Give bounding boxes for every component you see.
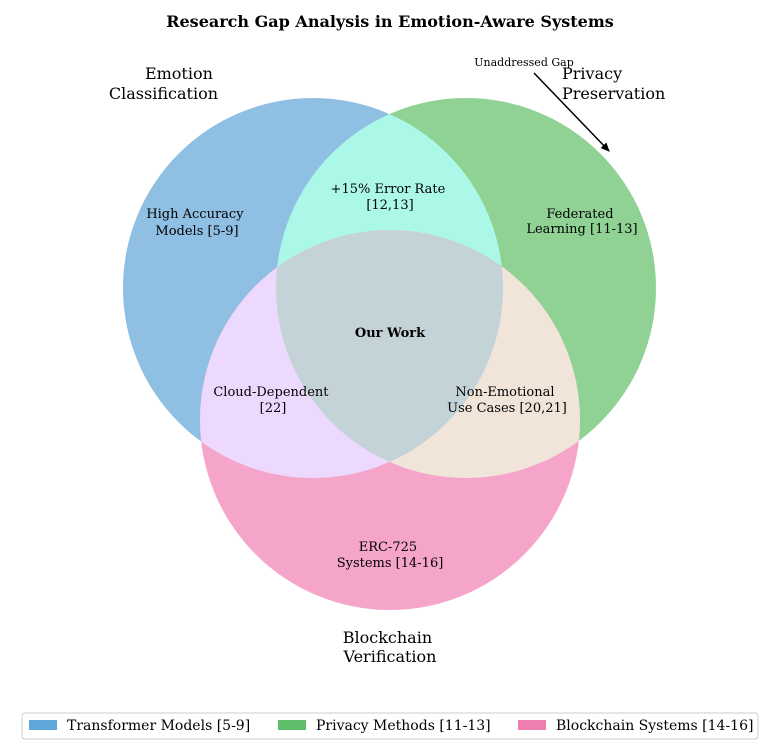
set-label-privacy: Privacy Preservation xyxy=(562,64,665,103)
region-label-emotion-privacy: +15% Error Rate [12,13] xyxy=(331,182,450,213)
region-label-blockchain-only: ERC-725 Systems [14-16] xyxy=(337,540,444,571)
region-label-emotion-blockchain: Cloud-Dependent [22] xyxy=(213,385,332,416)
legend: Transformer Models [5-9] Privacy Methods… xyxy=(21,712,759,740)
legend-frame xyxy=(21,712,759,740)
set-label-blockchain: Blockchain Verification xyxy=(343,628,438,666)
legend-swatch-transformer xyxy=(29,720,57,730)
region-label-center: Our Work xyxy=(355,326,426,341)
legend-label-transformer: Transformer Models [5-9] xyxy=(67,718,250,734)
region-label-emotion-only: High Accuracy Models [5-9] xyxy=(146,207,247,239)
region-center xyxy=(276,230,503,478)
region-label-privacy-blockchain: Non-Emotional Use Cases [20,21] xyxy=(447,385,567,416)
legend-label-blockchain: Blockchain Systems [14-16] xyxy=(556,718,753,734)
set-label-emotion: Emotion Classification xyxy=(109,64,218,103)
annotation-label: Unaddressed Gap xyxy=(474,56,574,69)
legend-swatch-privacy xyxy=(278,720,306,730)
region-label-privacy-only: Federated Learning [11-13] xyxy=(526,207,637,237)
legend-swatch-blockchain xyxy=(518,720,546,730)
diagram-title: Research Gap Analysis in Emotion-Aware S… xyxy=(166,12,614,31)
annotation-arrow xyxy=(533,72,610,152)
legend-label-privacy: Privacy Methods [11-13] xyxy=(316,718,491,734)
